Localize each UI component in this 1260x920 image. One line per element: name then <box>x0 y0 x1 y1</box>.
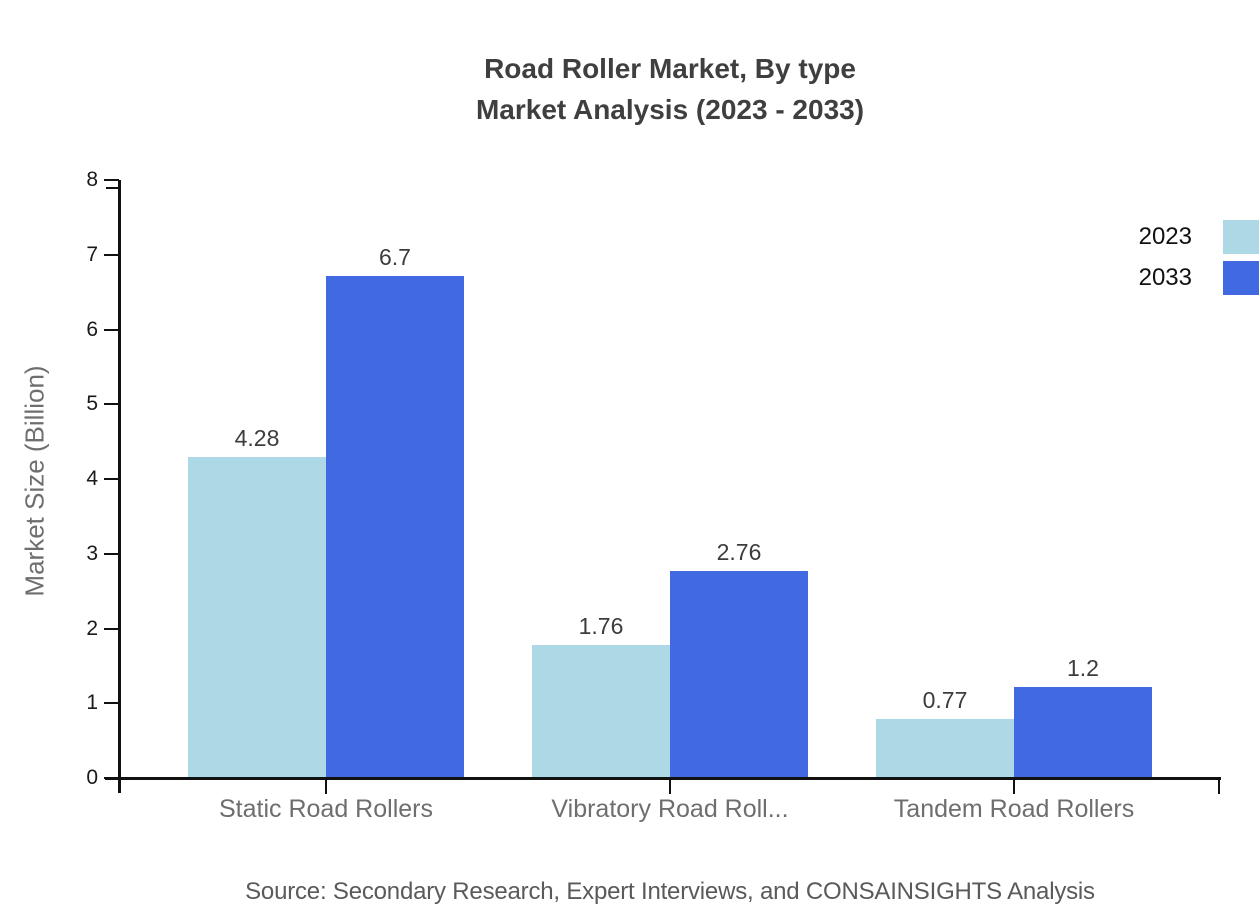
y-tick-label: 1 <box>86 691 98 715</box>
bar-value-label-2023-static-road-rollers: 4.28 <box>234 425 280 451</box>
y-tick-label: 4 <box>86 467 98 490</box>
bar-2023-tandem-road-rollers <box>876 719 1014 777</box>
y-tick <box>104 777 119 779</box>
bar-value-label-2023-tandem-road-rollers: 0.77 <box>922 687 968 713</box>
y-tick <box>104 179 119 181</box>
y-tick <box>104 403 119 406</box>
bar-2033-tandem-road-rollers <box>1014 687 1152 777</box>
y-tick-label: 7 <box>86 242 98 266</box>
y-tick-label: 5 <box>86 392 98 416</box>
bar-2023-vibratory-road-roll <box>532 645 670 777</box>
bar-2033-vibratory-road-roll <box>670 571 808 777</box>
y-tick <box>104 552 119 555</box>
y-tick-label: 2 <box>86 616 98 640</box>
bar-value-label-2033-static-road-rollers: 6.7 <box>379 244 411 270</box>
y-tick-label: 6 <box>86 317 98 341</box>
legend-item-2033: 2033 <box>1060 261 1259 295</box>
x-tick <box>1013 777 1015 794</box>
y-tick <box>104 627 119 630</box>
x-tick <box>325 777 327 794</box>
x-axis-line <box>105 777 1221 780</box>
chart-title-line1: Road Roller Market, By type <box>484 53 856 84</box>
legend-swatch-2033 <box>1223 261 1259 295</box>
legend-label-2023: 2023 <box>1138 223 1192 250</box>
y-tick <box>104 478 119 480</box>
bar-value-label-2033-vibratory-road-roll: 2.76 <box>716 539 762 565</box>
y-tick-label: 8 <box>86 168 98 191</box>
y-axis-line <box>118 180 121 793</box>
x-category-label: Vibratory Road Roll... <box>551 795 789 823</box>
legend-item-2023: 2023 <box>1060 220 1259 254</box>
y-axis-top-cap <box>106 187 119 189</box>
y-tick <box>104 253 119 256</box>
x-category-label: Tandem Road Rollers <box>893 795 1135 823</box>
y-tick <box>104 328 119 331</box>
chart-title: Road Roller Market, By type Market Analy… <box>120 48 1220 130</box>
bar-value-label-2033-tandem-road-rollers: 1.2 <box>1067 655 1099 681</box>
bar-2023-static-road-rollers <box>188 457 326 777</box>
y-tick-label: 0 <box>86 766 98 789</box>
x-category-label: Static Road Rollers <box>219 795 433 823</box>
y-tick <box>104 702 119 705</box>
bar-2033-static-road-rollers <box>326 276 464 777</box>
x-axis-end-tick <box>1218 777 1220 794</box>
bar-value-label-2023-vibratory-road-roll: 1.76 <box>578 613 624 639</box>
y-axis-title: Market Size (Billion) <box>19 365 50 597</box>
legend-swatch-2023 <box>1223 220 1259 254</box>
y-tick-label: 3 <box>86 541 98 565</box>
x-tick <box>669 777 671 794</box>
source-note: Source: Secondary Research, Expert Inter… <box>245 878 1095 905</box>
legend-label-2033: 2033 <box>1138 264 1192 291</box>
chart-title-line2: Market Analysis (2023 - 2033) <box>475 94 865 125</box>
